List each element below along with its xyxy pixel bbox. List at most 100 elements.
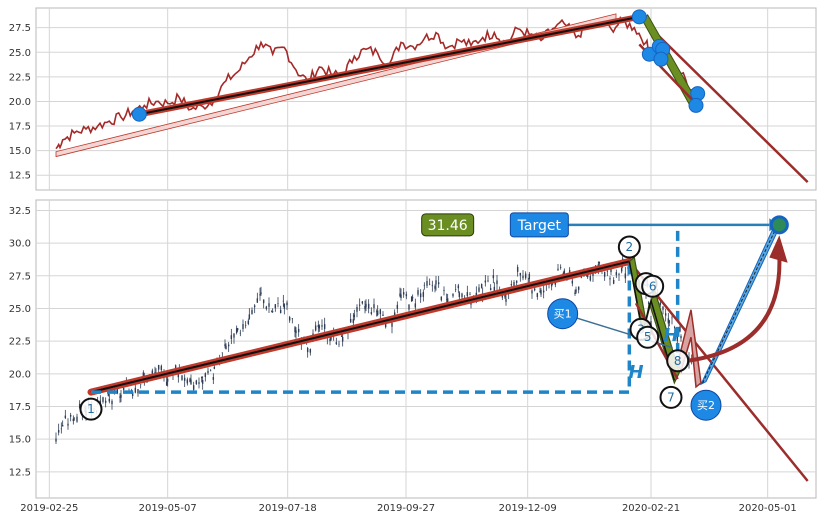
x-tick-label: 2020-05-01 [739, 503, 797, 514]
candle-body [373, 304, 375, 308]
candle-body [484, 280, 487, 283]
candle-body [288, 316, 291, 321]
candle-body [137, 389, 139, 394]
candle-body [516, 267, 519, 272]
wave-point-label: 2 [626, 240, 634, 254]
candle-body [437, 282, 440, 285]
candle-body [72, 418, 75, 422]
candle-body [454, 289, 457, 290]
curved-arrow-head [769, 235, 788, 263]
wave-point-6 [641, 274, 665, 298]
candle-body [55, 438, 57, 442]
candle-body [504, 294, 506, 298]
axis-ticks: 2019-02-25 2019-05-07 2019-07-18 2019-09-27… [9, 23, 797, 514]
candle-body [235, 328, 238, 333]
bottom-y-tick-label: 20.0 [9, 369, 31, 380]
candle-body [61, 425, 64, 427]
candle-body [200, 376, 203, 379]
candle-body [478, 287, 480, 292]
candle-body [69, 414, 72, 417]
candle-body [563, 270, 566, 275]
candle-body [213, 367, 216, 369]
candle-body [496, 280, 498, 285]
candle-body [434, 286, 436, 289]
candle-body [379, 309, 382, 315]
bottom-y-tick-label: 15.0 [9, 435, 31, 446]
candle-body [384, 323, 387, 328]
candle-body [515, 280, 518, 283]
candle-body [341, 336, 344, 342]
wave-point-8 [666, 349, 690, 373]
candle-body [414, 303, 417, 308]
candle-body [364, 305, 366, 310]
candle-body [609, 278, 611, 280]
x-tick-label: 2019-12-09 [499, 503, 557, 514]
bottom-y-tick-label: 27.5 [9, 271, 31, 282]
candle-body [139, 384, 142, 385]
top-trend-line-black [139, 15, 640, 116]
top-pivot-marker [631, 9, 647, 25]
wave-point-5 [636, 325, 660, 349]
candle-body [349, 318, 352, 323]
candle-body [668, 320, 671, 323]
value-label: 31.46 [428, 218, 468, 234]
uptrend-line-black [90, 260, 630, 394]
candle-body [612, 279, 615, 284]
candle-body [330, 336, 332, 340]
candle-body [440, 296, 443, 301]
candle-body [160, 365, 163, 371]
bottom-y-tick-label: 12.5 [9, 467, 31, 478]
candle-body [361, 301, 364, 304]
candle-body [279, 309, 282, 314]
candle-body [57, 430, 60, 433]
panel-frames [35, 7, 817, 499]
candle-body [353, 314, 356, 318]
candle-body [615, 272, 618, 276]
zigzag-black [628, 261, 676, 381]
candle-body [294, 327, 296, 333]
target-projection-dotted [702, 224, 779, 384]
candle-body [201, 379, 204, 384]
candle-body [431, 285, 434, 287]
candle-body [589, 276, 592, 281]
projection-down-line [628, 260, 809, 482]
x-tick-label: 2019-05-07 [139, 503, 197, 514]
candle-body [317, 324, 320, 328]
candle-body [592, 272, 594, 276]
top-pivot-marker [131, 106, 147, 122]
candle-body [469, 293, 471, 295]
candle-body [664, 313, 667, 316]
candle-body [104, 400, 107, 403]
candle-body [399, 293, 401, 297]
candle-body [408, 304, 410, 310]
candle-body [295, 330, 297, 334]
candle-body [67, 423, 69, 426]
candle-body [282, 300, 285, 302]
candle-body [116, 388, 119, 394]
candle-body [524, 273, 527, 279]
candle-body [227, 344, 230, 347]
candle-body [274, 304, 277, 309]
candle-body [323, 324, 326, 329]
buy1-label: 买1 [554, 308, 572, 321]
candle-body [673, 327, 676, 329]
candle-body [120, 394, 122, 398]
candle-body [435, 280, 437, 285]
candle-body [248, 314, 251, 319]
candle-body [393, 312, 396, 316]
wave-point-label: 5 [644, 330, 652, 344]
candle-body [166, 378, 169, 382]
candle-body [577, 286, 580, 290]
value-label-box [421, 213, 475, 237]
candle-body [108, 398, 111, 402]
candle-body [445, 299, 448, 300]
candle-body [618, 273, 620, 275]
candle-body [321, 325, 323, 327]
candle-body [174, 365, 177, 370]
candle-body [391, 322, 393, 327]
candle-body [102, 397, 104, 402]
candle-body [338, 343, 340, 345]
candle-body [271, 311, 274, 313]
candle-body [580, 276, 583, 278]
target-marker [769, 215, 789, 235]
